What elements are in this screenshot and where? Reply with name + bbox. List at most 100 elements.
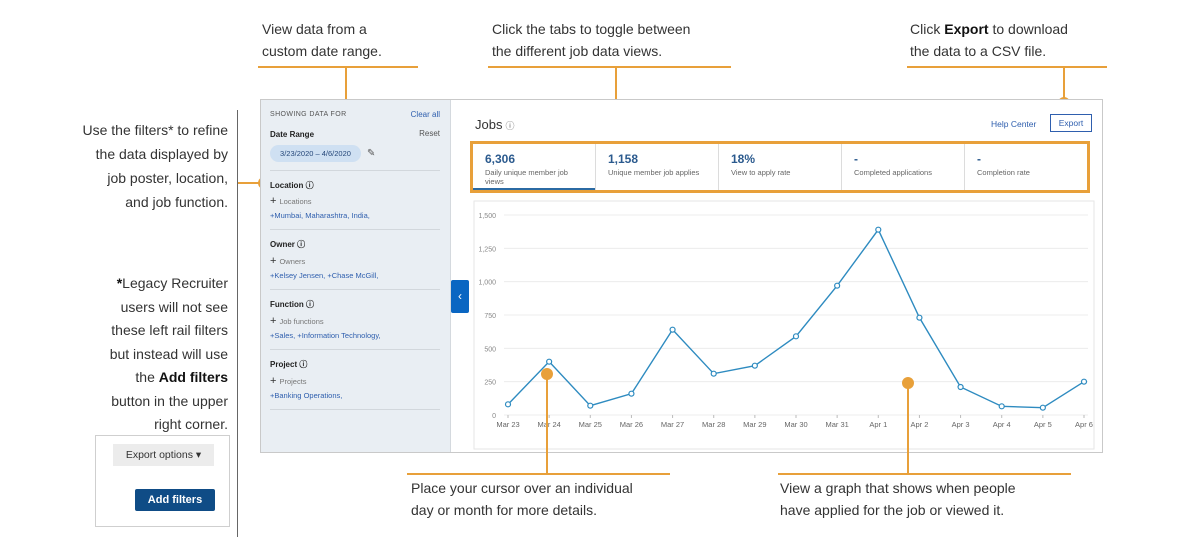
reset-link: Reset bbox=[419, 129, 440, 138]
divider bbox=[270, 349, 440, 350]
data-point bbox=[710, 370, 717, 377]
x-tick-label: Mar 23 bbox=[496, 420, 519, 429]
tab-completion-rate[interactable]: - Completion rate bbox=[977, 152, 1030, 177]
annotation-underline bbox=[778, 473, 1071, 475]
y-tick-label: 1,250 bbox=[478, 246, 496, 253]
info-icon: ⓘ bbox=[299, 360, 308, 369]
export-options-dropdown[interactable]: Export options ▾ bbox=[113, 444, 214, 466]
data-point bbox=[504, 401, 512, 408]
clear-all-link: Clear all bbox=[410, 110, 440, 119]
divider bbox=[270, 289, 440, 290]
plus-icon: + bbox=[270, 255, 277, 267]
x-tick-label: Apr 4 bbox=[993, 420, 1011, 429]
y-tick-label: 250 bbox=[484, 380, 496, 387]
annotation-leader bbox=[907, 383, 909, 474]
tab-completed-applications[interactable]: - Completed applications bbox=[842, 144, 965, 190]
data-point bbox=[1080, 378, 1088, 385]
divider bbox=[270, 170, 440, 171]
data-point bbox=[1039, 404, 1046, 411]
tab-job-views[interactable]: 6,306 Daily unique member job views bbox=[473, 144, 596, 190]
project-value[interactable]: +Banking Operations, bbox=[270, 391, 343, 400]
owner-value[interactable]: +Kelsey Jensen, +Chase McGill, bbox=[270, 271, 379, 280]
annotation-underline bbox=[258, 66, 418, 68]
add-owner[interactable]: + Owners bbox=[270, 255, 306, 267]
chart-svg[interactable]: 0 250 500 750 1,000 1,250 1,500 Mar 23 Mar 24 Mar… bbox=[466, 193, 1096, 452]
annotation-tabs: Click the tabs to toggle between the dif… bbox=[492, 21, 691, 59]
export-button[interactable]: Export bbox=[1050, 114, 1092, 132]
annotation-leader bbox=[546, 374, 548, 474]
add-filters-button[interactable]: Add filters bbox=[135, 489, 215, 511]
data-point bbox=[875, 226, 882, 233]
annotation-underline bbox=[907, 66, 1107, 68]
data-point bbox=[546, 358, 553, 365]
info-icon: ⓘ bbox=[505, 121, 515, 131]
annotation-underline bbox=[488, 66, 731, 68]
metric-tabs: 6,306 Daily unique member job views 1,15… bbox=[470, 141, 1090, 193]
series-line bbox=[507, 228, 1085, 409]
data-point bbox=[669, 326, 676, 333]
collapse-rail-button[interactable]: ‹ bbox=[451, 280, 469, 313]
x-tick-label: Apr 6 bbox=[1075, 420, 1093, 429]
caret-down-icon: ▾ bbox=[195, 449, 202, 461]
info-icon: ⓘ bbox=[297, 240, 306, 249]
location-label: Location ⓘ bbox=[270, 181, 314, 190]
annotation-cursor: Place your cursor over an individual day… bbox=[411, 480, 633, 518]
add-function[interactable]: + Job functions bbox=[270, 315, 324, 327]
y-tick-label: 1,500 bbox=[478, 213, 496, 220]
data-point bbox=[628, 390, 635, 397]
plus-icon: + bbox=[270, 375, 277, 387]
annotation-leader bbox=[345, 66, 347, 130]
plus-icon: + bbox=[270, 315, 277, 327]
function-value[interactable]: +Sales, +Information Technology, bbox=[270, 331, 381, 340]
x-tick-label: Mar 31 bbox=[825, 420, 848, 429]
function-label: Function ⓘ bbox=[270, 300, 315, 309]
owner-label: Owner ⓘ bbox=[270, 240, 306, 249]
chart-frame bbox=[473, 200, 1095, 450]
x-tick-label: Apr 5 bbox=[1034, 420, 1052, 429]
help-center-link[interactable]: Help Center bbox=[991, 119, 1037, 129]
annotation-date-range: View data from a custom date range. bbox=[262, 21, 382, 59]
annotation-underline bbox=[407, 473, 670, 475]
annotation-graph: View a graph that shows when people have… bbox=[780, 480, 1016, 518]
y-tick-label: 0 bbox=[492, 413, 496, 420]
x-tick-label: Mar 28 bbox=[702, 420, 725, 429]
page-title: Jobs ⓘ bbox=[475, 117, 515, 132]
annotation-leader bbox=[237, 182, 261, 184]
add-location[interactable]: + Locations bbox=[270, 195, 312, 207]
data-point bbox=[751, 362, 758, 369]
x-tick-label: Mar 29 bbox=[743, 420, 766, 429]
x-tick-label: Mar 25 bbox=[579, 420, 602, 429]
annotation-leader bbox=[1063, 66, 1065, 102]
annotation-leader bbox=[615, 66, 617, 126]
analytics-app: SHOWING DATA FOR Clear all Date Range Re… bbox=[260, 99, 1103, 453]
data-point bbox=[957, 383, 964, 391]
data-point bbox=[792, 333, 800, 340]
info-icon: ⓘ bbox=[305, 181, 314, 190]
data-point bbox=[834, 282, 841, 289]
tab-view-to-apply-rate[interactable]: 18% View to apply rate bbox=[719, 144, 842, 190]
legacy-filters-panel: Export options ▾ Add filters bbox=[95, 435, 230, 527]
x-tick-label: Apr 3 bbox=[952, 420, 970, 429]
pencil-icon[interactable]: ✎ bbox=[367, 148, 376, 159]
x-tick-label: Apr 2 bbox=[910, 420, 928, 429]
add-project[interactable]: + Projects bbox=[270, 375, 307, 387]
y-tick-label: 1,000 bbox=[478, 280, 496, 287]
plus-icon: + bbox=[270, 195, 277, 207]
line-chart: 0 250 500 750 1,000 1,250 1,500 Mar 23 Mar 24 Mar… bbox=[466, 193, 1096, 452]
x-tick-label: Mar 24 bbox=[537, 420, 560, 429]
x-tick-label: Mar 27 bbox=[661, 420, 684, 429]
y-tick-label: 500 bbox=[484, 346, 496, 353]
x-tick-label: Apr 1 bbox=[869, 420, 887, 429]
annotation-legacy: *Legacy Recruiter users will not see the… bbox=[109, 275, 228, 432]
tab-job-applies[interactable]: 1,158 Unique member job applies bbox=[596, 144, 719, 190]
annotation-filters: Use the filters* to refine the data disp… bbox=[82, 122, 228, 210]
date-range-label: Date Range bbox=[270, 130, 315, 139]
data-point bbox=[916, 314, 923, 321]
divider bbox=[270, 409, 440, 410]
annotation-export: Click Export to download the data to a C… bbox=[910, 21, 1068, 59]
location-value[interactable]: +Mumbai, Maharashtra, India, bbox=[270, 211, 370, 220]
x-tick-label: Mar 26 bbox=[620, 420, 643, 429]
project-label: Project ⓘ bbox=[270, 360, 308, 369]
left-rail-filters: SHOWING DATA FOR Clear all Date Range Re… bbox=[261, 100, 451, 452]
date-range-chip[interactable]: 3/23/2020 – 4/6/2020 bbox=[270, 145, 361, 162]
